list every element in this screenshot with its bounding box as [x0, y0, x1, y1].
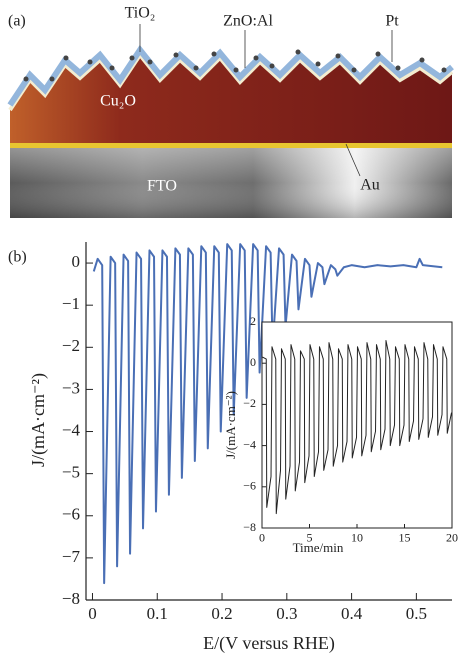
data-line — [92, 243, 443, 585]
y-tick-label: −2 — [62, 336, 80, 355]
panel-b: 0 0.1 0.2 0.3 0.4 0.5 −8 −7 −6 −5 −4 −3 −2 −1 0 E/(V ve… — [28, 242, 458, 654]
y-tick-label: −7 — [62, 547, 81, 566]
x-tick-label: 0.2 — [211, 604, 232, 623]
au-layer — [10, 143, 452, 148]
y-tick-label: −1 — [62, 294, 80, 313]
x-tick-label: 10 — [351, 531, 363, 545]
y-tick-label: 0 — [72, 252, 81, 271]
tio2-layer — [7, 44, 454, 107]
layer-label: Cu₂O — [100, 93, 136, 110]
y-tick-label: 0 — [250, 355, 256, 369]
zno-layer — [8, 51, 454, 112]
x-tick-label: 0 — [259, 531, 265, 545]
x-axis-label: Time/min — [293, 540, 344, 555]
y-tick-label: −2 — [243, 396, 256, 410]
panel-a: (a) TiO₂ ZnO:Al Pt Cu₂O FTO Au — [7, 5, 454, 218]
x-tick-label: 0.5 — [406, 604, 427, 623]
x-tick-label: 5 — [307, 531, 313, 545]
y-tick-label: −8 — [243, 520, 256, 534]
x-axis-label: E/(V versus RHE) — [203, 633, 335, 654]
x-tick-label: 0 — [88, 604, 97, 623]
pt-particles — [23, 49, 447, 82]
layer-label: ZnO:Al — [223, 13, 273, 30]
y-tick-label: 2 — [250, 314, 256, 328]
layer-label: Pt — [385, 13, 399, 30]
layer-label: Au — [360, 177, 380, 194]
y-axis-label: J/(mA·cm⁻²) — [223, 391, 238, 459]
y-tick-label: −5 — [62, 463, 80, 482]
panel-label: (b) — [8, 249, 27, 266]
x-tick-label: 0.4 — [341, 604, 363, 623]
panel-label: (a) — [8, 13, 26, 30]
y-tick-label: −3 — [62, 378, 80, 397]
cu2o-layer — [10, 55, 452, 143]
leader-lines — [139, 24, 393, 177]
y-tick-label: −4 — [62, 420, 81, 439]
x-tick-label: 15 — [399, 531, 411, 545]
y-tick-label: −8 — [62, 589, 80, 608]
layer-label: TiO₂ — [125, 5, 156, 22]
layer-label: FTO — [147, 178, 177, 195]
y-axis-label: J/(mA·cm⁻²) — [28, 373, 49, 467]
y-tick-label: −6 — [62, 505, 80, 524]
x-tick-label: 20 — [446, 531, 458, 545]
y-tick-label: −6 — [243, 479, 256, 493]
x-tick-label: 0.1 — [147, 604, 168, 623]
y-tick-label: −4 — [243, 437, 256, 451]
fto-shading — [10, 148, 452, 218]
data-line — [262, 340, 453, 515]
x-tick-label: 0.3 — [276, 604, 297, 623]
